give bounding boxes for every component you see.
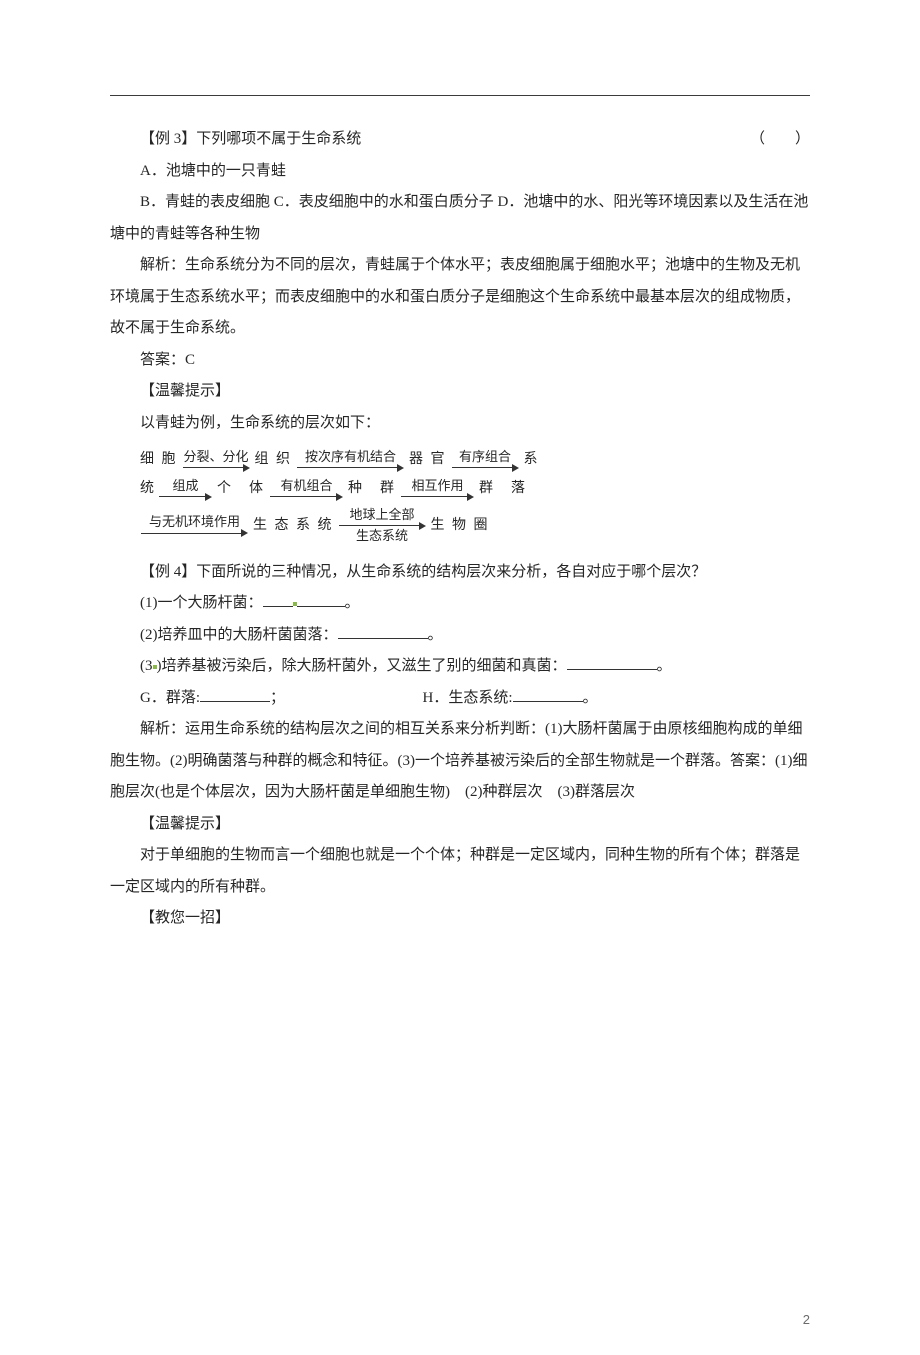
- ex4-title: 【例 4】下面所说的三种情况，从生命系统的结构层次来分析，各自对应于哪个层次？: [110, 557, 810, 589]
- arrow-3: 有序组合: [452, 449, 519, 472]
- ex3-paren: （ ）: [750, 124, 810, 156]
- node-biosphere: 生 物 圈: [429, 517, 492, 535]
- top-rule: [110, 95, 810, 96]
- ex3-title: 【例 3】下列哪项不属于生命系统: [140, 124, 361, 156]
- node-organ: 器 官: [407, 451, 449, 469]
- ex3-explanation: 解析：生命系统分为不同的层次，青蛙属于个体水平；表皮细胞属于细胞水平；池塘中的生…: [110, 250, 810, 345]
- ex3-optRest: B．青蛙的表皮细胞 C．表皮细胞中的水和蛋白质分子 D．池塘中的水、阳光等环境因…: [110, 187, 810, 250]
- ex4-gh: G．群落:； H．生态系统:。: [110, 683, 810, 715]
- ex4-q3: (3)培养基被污染后，除大肠杆菌外，又滋生了别的细菌和真菌：。: [110, 651, 810, 683]
- node-population: 种 群: [346, 480, 398, 498]
- node-system-b: 统: [138, 480, 156, 498]
- ex4-tip-line: 对于单细胞的生物而言一个细胞也就是一个个体；种群是一定区域内，同种生物的所有个体…: [110, 840, 810, 903]
- ex3-optA: A．池塘中的一只青蛙: [110, 156, 810, 188]
- node-system-a: 系: [522, 451, 540, 469]
- arrow-5: 有机组合: [270, 478, 343, 501]
- blank: [297, 591, 345, 607]
- blank: [338, 623, 428, 639]
- blank: [567, 654, 657, 670]
- blank: [200, 686, 270, 702]
- arrow-2: 按次序有机结合: [297, 449, 404, 472]
- page-container: 【例 3】下列哪项不属于生命系统 （ ） A．池塘中的一只青蛙 B．青蛙的表皮细…: [0, 0, 920, 1355]
- diagram-row-1: 细 胞 分裂、分化 组 织 按次序有机结合 器 官 有序组合 系: [138, 449, 810, 472]
- arrow-4: 组成: [159, 478, 212, 501]
- diagram-row-3: 与无机环境作用 生 态 系 统 地球上全部 生态系统 生 物 圈: [138, 507, 810, 545]
- blank: [513, 686, 583, 702]
- diagram-row-2: 统 组成 个 体 有机组合 种 群 相互作用 群 落: [138, 478, 810, 501]
- ex4-q1: (1)一个大肠杆菌：。: [110, 588, 810, 620]
- ex4-q2: (2)培养皿中的大肠杆菌菌落：。: [110, 620, 810, 652]
- ex3-tip-title: 【温馨提示】: [110, 376, 810, 408]
- node-cell: 细 胞: [138, 451, 180, 469]
- ex3-question: 【例 3】下列哪项不属于生命系统 （ ）: [110, 124, 810, 156]
- arrow-7: 与无机环境作用: [141, 514, 248, 537]
- arrow-8: 地球上全部 生态系统: [339, 507, 426, 545]
- trick-title: 【教您一招】: [110, 903, 810, 935]
- arrow-6: 相互作用: [401, 478, 474, 501]
- ex3-tip-line: 以青蛙为例，生命系统的层次如下：: [110, 408, 810, 440]
- node-ecosystem: 生 态 系 统: [251, 517, 336, 535]
- hierarchy-diagram: 细 胞 分裂、分化 组 织 按次序有机结合 器 官 有序组合 系 统 组成: [138, 449, 810, 545]
- ex3-answer: 答案：C: [110, 345, 810, 377]
- arrow-1: 分裂、分化: [183, 449, 250, 472]
- node-community: 群 落: [477, 480, 529, 498]
- ex4-explanation: 解析：运用生命系统的结构层次之间的相互关系来分析判断：(1)大肠杆菌属于由原核细…: [110, 714, 810, 809]
- node-individual: 个 体: [215, 480, 267, 498]
- blank: [263, 591, 293, 607]
- page-number: 2: [803, 1306, 810, 1333]
- ex4-tip-title: 【温馨提示】: [110, 809, 810, 841]
- node-tissue: 组 织: [253, 451, 295, 469]
